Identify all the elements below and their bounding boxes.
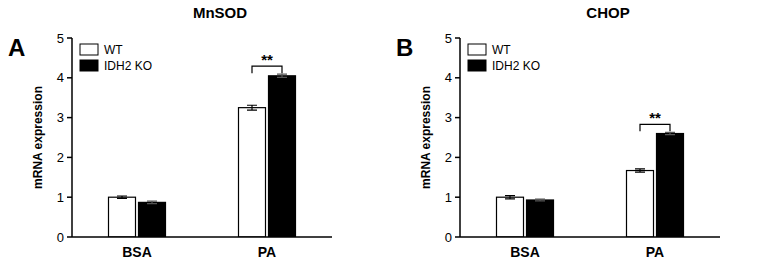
bar: [627, 171, 654, 237]
x-axis: [460, 236, 720, 238]
error-bar: [277, 74, 287, 77]
x-tick-label: BSA: [510, 244, 540, 260]
y-tick-label: 3: [57, 110, 64, 125]
bar: [239, 108, 266, 237]
title: MnSOD: [193, 4, 247, 21]
error-bar: [117, 196, 127, 198]
legend-swatch: [468, 60, 486, 71]
bar: [109, 197, 136, 237]
legend-swatch: [468, 44, 486, 55]
y-tick-label: 3: [445, 110, 452, 125]
y-tick-label: 4: [445, 70, 452, 85]
x-tick-label: PA: [258, 244, 276, 260]
legend-label: WT: [104, 43, 123, 57]
y-tick-label: 2: [445, 150, 452, 165]
x-tick-label: BSA: [122, 244, 152, 260]
error-bar: [147, 201, 157, 203]
annotation: **: [649, 109, 661, 126]
bar: [139, 202, 166, 237]
title: CHOP: [586, 4, 629, 21]
error-bar: [247, 105, 257, 110]
error-bar: [665, 132, 675, 134]
bar: [497, 197, 524, 237]
y-axis: [71, 38, 73, 237]
bars: [497, 132, 684, 237]
y-tick-label: 4: [57, 70, 64, 85]
legend-label: WT: [492, 43, 511, 57]
bars: [109, 74, 296, 237]
bar: [657, 134, 684, 237]
bar: [269, 76, 296, 237]
x-tick-label: PA: [646, 244, 664, 260]
legend-label: IDH2 KO: [492, 59, 540, 73]
panel: B CHOP mRNA expression 0 1 2 3 4 5 BSA PA ** WT IDH2 …: [396, 4, 720, 260]
y-axis-label: mRNA expression: [31, 86, 45, 189]
x-axis: [72, 236, 332, 238]
y-tick-label: 5: [445, 31, 452, 46]
legend-label: IDH2 KO: [104, 59, 152, 73]
bar: [527, 200, 554, 237]
y-tick-label: 1: [445, 190, 452, 205]
y-axis-label: mRNA expression: [419, 86, 433, 189]
error-bar: [635, 169, 645, 172]
y-tick-label: 0: [445, 230, 452, 245]
panel: A MnSOD mRNA expression 0 1 2 3 4 5 BSA PA ** WT IDH2…: [8, 4, 332, 260]
y-tick-label: 0: [57, 230, 64, 245]
panel-label: B: [396, 34, 413, 61]
y-tick-label: 2: [57, 150, 64, 165]
panel-label: A: [8, 34, 25, 61]
legend-swatch: [80, 60, 98, 71]
annotation: **: [261, 51, 273, 68]
error-bar: [505, 196, 515, 199]
y-tick-label: 5: [57, 31, 64, 46]
y-tick-label: 1: [57, 190, 64, 205]
figure: A MnSOD mRNA expression 0 1 2 3 4 5 BSA PA ** WT IDH2…: [0, 0, 784, 280]
legend-swatch: [80, 44, 98, 55]
y-axis: [459, 38, 461, 237]
error-bar: [535, 199, 545, 201]
